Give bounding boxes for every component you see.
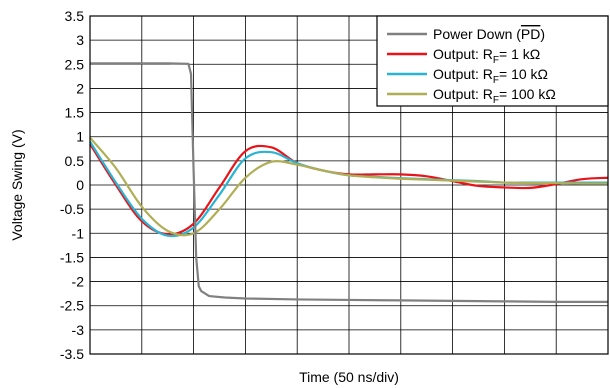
series-line-0: [90, 62, 608, 303]
series-line-3: [89, 136, 609, 237]
legend-label: Power Down (PD): [433, 26, 545, 42]
y-tick-label: -2.5: [60, 298, 84, 314]
legend-label-subscript: F: [493, 75, 499, 86]
legend-label-tail: = 1 kΩ: [499, 46, 540, 62]
y-tick-label: -3: [72, 322, 85, 338]
y-tick-label: 2: [76, 80, 84, 96]
legend-label-overlined: PD: [521, 26, 540, 42]
y-tick-label: -1.5: [60, 249, 84, 265]
legend-label: Output: RF= 100 kΩ: [433, 86, 556, 106]
legend-label-base: Output: R: [433, 86, 493, 102]
y-tick-label: -1: [72, 225, 85, 241]
y-tick-label: 0.5: [65, 153, 85, 169]
y-tick-label: 2.5: [65, 56, 85, 72]
legend-label-base: Output: R: [433, 66, 493, 82]
legend-label: Output: RF= 1 kΩ: [433, 46, 540, 66]
x-axis-title: Time (50 ns/div): [299, 369, 399, 385]
legend-label-base: Output: R: [433, 46, 493, 62]
legend-label: Output: RF= 10 kΩ: [433, 66, 548, 86]
y-tick-label: -3.5: [60, 346, 84, 362]
legend-label-base: Power Down (: [433, 26, 521, 42]
plot-frame: [89, 15, 609, 355]
y-tick-label: 3: [76, 32, 84, 48]
legend-label-subscript: F: [493, 95, 499, 106]
legend-box: [376, 15, 609, 107]
y-tick-label: 0: [76, 177, 84, 193]
y-tick-label: -2: [72, 274, 85, 290]
y-tick-label: 3.5: [65, 8, 85, 24]
legend-label-subscript: F: [493, 55, 499, 66]
y-tick-label: 1: [76, 129, 84, 145]
y-tick-labels: 3.5 3 2.5 2 1.5 1 0.5 0 -0.5 -1 -1.5 -2 -2.5 -3 -3.5: [60, 8, 84, 362]
y-tick-label: 1.5: [65, 105, 85, 121]
legend-label-tail: = 100 kΩ: [499, 86, 556, 102]
legend-label-tail: = 10 kΩ: [499, 66, 548, 82]
legend-label-tail: ): [540, 26, 545, 42]
y-axis-title: Voltage Swing (V): [9, 129, 25, 240]
series-layer: [89, 62, 609, 303]
y-tick-label: -0.5: [60, 201, 84, 217]
